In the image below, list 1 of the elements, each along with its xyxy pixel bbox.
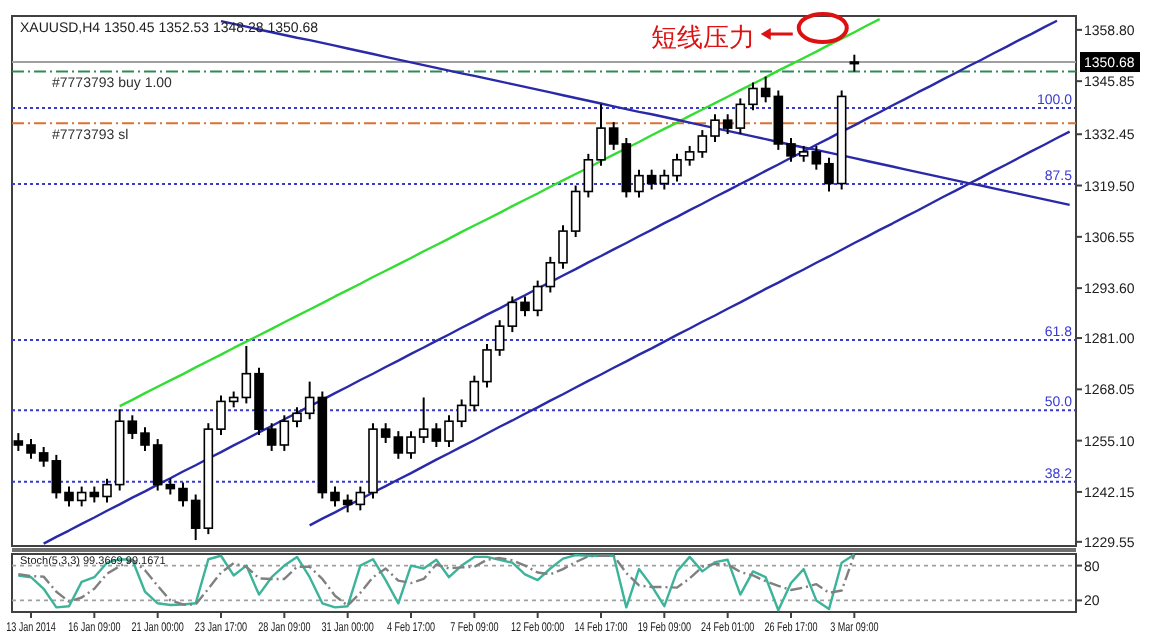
annotation: 短线压力	[650, 22, 755, 52]
